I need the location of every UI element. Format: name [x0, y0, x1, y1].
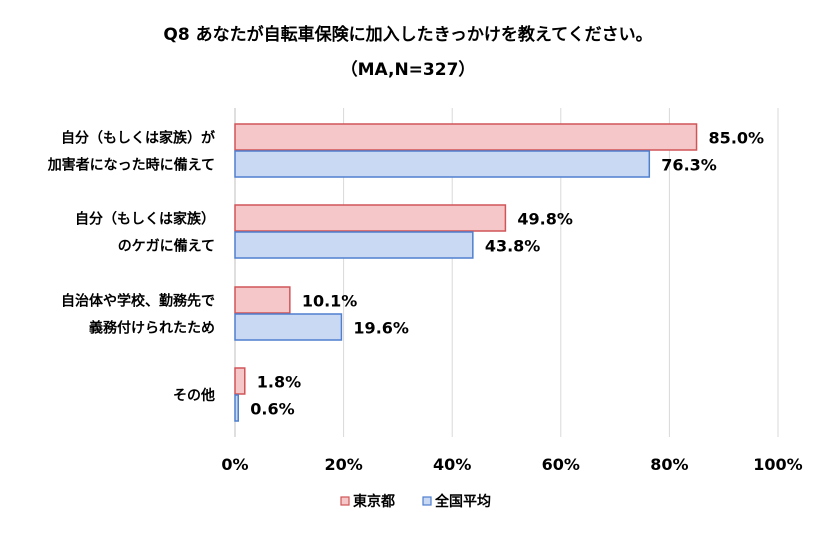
x-tick-label: 100% — [753, 455, 802, 474]
chart-title-line-2: （MA,N=327） — [341, 59, 476, 80]
x-tick-label: 80% — [650, 455, 688, 474]
bar-0-2 — [234, 286, 291, 314]
data-label: 85.0% — [709, 129, 765, 148]
category-label: 自分（もしくは家族）が — [61, 130, 216, 147]
category-label: 義務付けられたため — [89, 320, 215, 337]
x-tick-label: 40% — [433, 455, 471, 474]
category-label: 加害者になった時に備えて — [47, 157, 215, 174]
x-tick-label: 20% — [324, 455, 362, 474]
data-labels: 85.0% 76.3% 49.8% 43.8% 10.1% 19.6% 1.8% 0.6% — [250, 129, 764, 419]
x-tick-label: 60% — [542, 455, 580, 474]
legend: 東京都 全国平均 — [340, 493, 491, 510]
chart-title-line-1: Q8 あなたが自転車保険に加入したきっかけを教えてください。 — [163, 24, 652, 45]
category-label: のケガに備えて — [118, 238, 215, 255]
bar-1-2 — [234, 313, 343, 341]
data-label: 0.6% — [250, 400, 294, 419]
bar-0-0 — [234, 123, 698, 151]
data-label: 43.8% — [485, 237, 541, 256]
data-label: 49.8% — [517, 210, 573, 229]
bars — [234, 123, 698, 422]
bar-1-3 — [234, 394, 240, 422]
data-label: 76.3% — [661, 156, 717, 175]
legend-label: 東京都 — [353, 493, 395, 510]
bar-1-1 — [234, 231, 474, 259]
legend-swatch — [422, 496, 432, 506]
bar-0-3 — [234, 367, 246, 395]
chart-title: Q8 あなたが自転車保険に加入したきっかけを教えてください。 （MA,N=327… — [163, 24, 652, 80]
bar-0-1 — [234, 204, 507, 232]
category-label: その他 — [173, 387, 215, 404]
category-label: 自分（もしくは家族） — [75, 211, 215, 228]
data-label: 1.8% — [257, 373, 301, 392]
legend-swatch — [340, 496, 350, 506]
data-label: 19.6% — [353, 319, 409, 338]
x-tick-label: 0% — [221, 455, 248, 474]
bar-1-0 — [234, 150, 651, 178]
category-label: 自治体や学校、勤務先で — [61, 293, 215, 310]
data-label: 10.1% — [302, 292, 358, 311]
x-tick-labels: 0% 20% 40% 60% 80% 100% — [221, 455, 802, 474]
legend-label: 全国平均 — [434, 493, 491, 510]
